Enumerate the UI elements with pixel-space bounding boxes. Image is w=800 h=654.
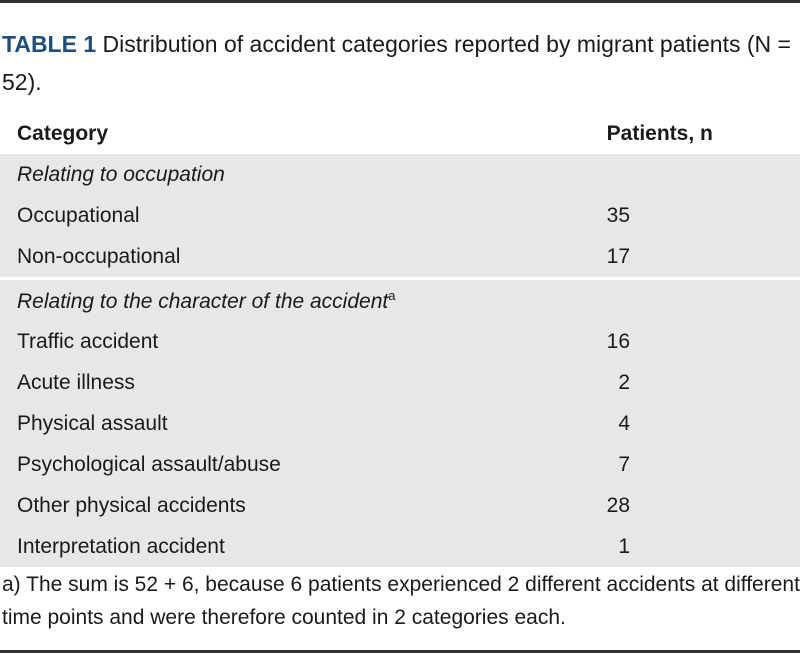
count-cell: 7 bbox=[606, 444, 800, 485]
table: Category Patients, n Relating to occupat… bbox=[0, 114, 800, 567]
count-cell: 28 bbox=[606, 485, 800, 526]
data-row: Acute illness 2 bbox=[0, 362, 800, 403]
count-cell: 16 bbox=[606, 321, 800, 362]
count-cell: 17 bbox=[606, 236, 800, 277]
count-cell: 35 bbox=[606, 195, 800, 236]
count-cell: 2 bbox=[606, 362, 800, 403]
data-row: Interpretation accident 1 bbox=[0, 526, 800, 567]
bottom-rule bbox=[0, 650, 800, 653]
category-cell: Interpretation accident bbox=[0, 526, 607, 567]
top-rule bbox=[0, 0, 800, 3]
count-cell: 4 bbox=[606, 403, 800, 444]
data-row: Traffic accident 16 bbox=[0, 321, 800, 362]
data-row: Non-occupational 17 bbox=[0, 236, 800, 277]
category-cell: Occupational bbox=[0, 195, 607, 236]
data-row: Occupational 35 bbox=[0, 195, 800, 236]
table-title: TABLE 1 Distribution of accident categor… bbox=[2, 25, 800, 101]
category-cell: Acute illness bbox=[0, 362, 607, 403]
section-heading-row: Relating to occupation bbox=[0, 154, 800, 195]
category-cell: Other physical accidents bbox=[0, 485, 607, 526]
category-cell: Physical assault bbox=[0, 403, 607, 444]
section-heading: Relating to the character of the acciden… bbox=[0, 280, 800, 321]
header-row: Category Patients, n bbox=[0, 114, 800, 154]
title-label: TABLE 1 bbox=[2, 31, 97, 57]
data-row: Psychological assault/abuse 7 bbox=[0, 444, 800, 485]
category-cell: Traffic accident bbox=[0, 321, 607, 362]
data-row: Physical assault 4 bbox=[0, 403, 800, 444]
data-row: Other physical accidents 28 bbox=[0, 485, 800, 526]
title-text: Distribution of accident categories repo… bbox=[2, 31, 791, 95]
category-cell: Non-occupational bbox=[0, 236, 607, 277]
section-heading-text: Relating to occupation bbox=[17, 162, 225, 186]
footnote-marker: a bbox=[388, 287, 396, 303]
separator-cell bbox=[0, 277, 800, 280]
footnote: a) The sum is 52 + 6, because 6 patients… bbox=[2, 573, 800, 629]
section-heading-row: Relating to the character of the acciden… bbox=[0, 280, 800, 321]
section-heading: Relating to occupation bbox=[0, 154, 800, 195]
table-body: Relating to occupation Occupational 35 Non-… bbox=[0, 154, 800, 567]
count-cell: 1 bbox=[606, 526, 800, 567]
category-cell: Psychological assault/abuse bbox=[0, 444, 607, 485]
column-header: Patients, n bbox=[606, 122, 713, 145]
section-heading-text: Relating to the character of the acciden… bbox=[17, 289, 389, 313]
column-header: Category bbox=[17, 122, 109, 145]
section-separator bbox=[0, 277, 800, 280]
